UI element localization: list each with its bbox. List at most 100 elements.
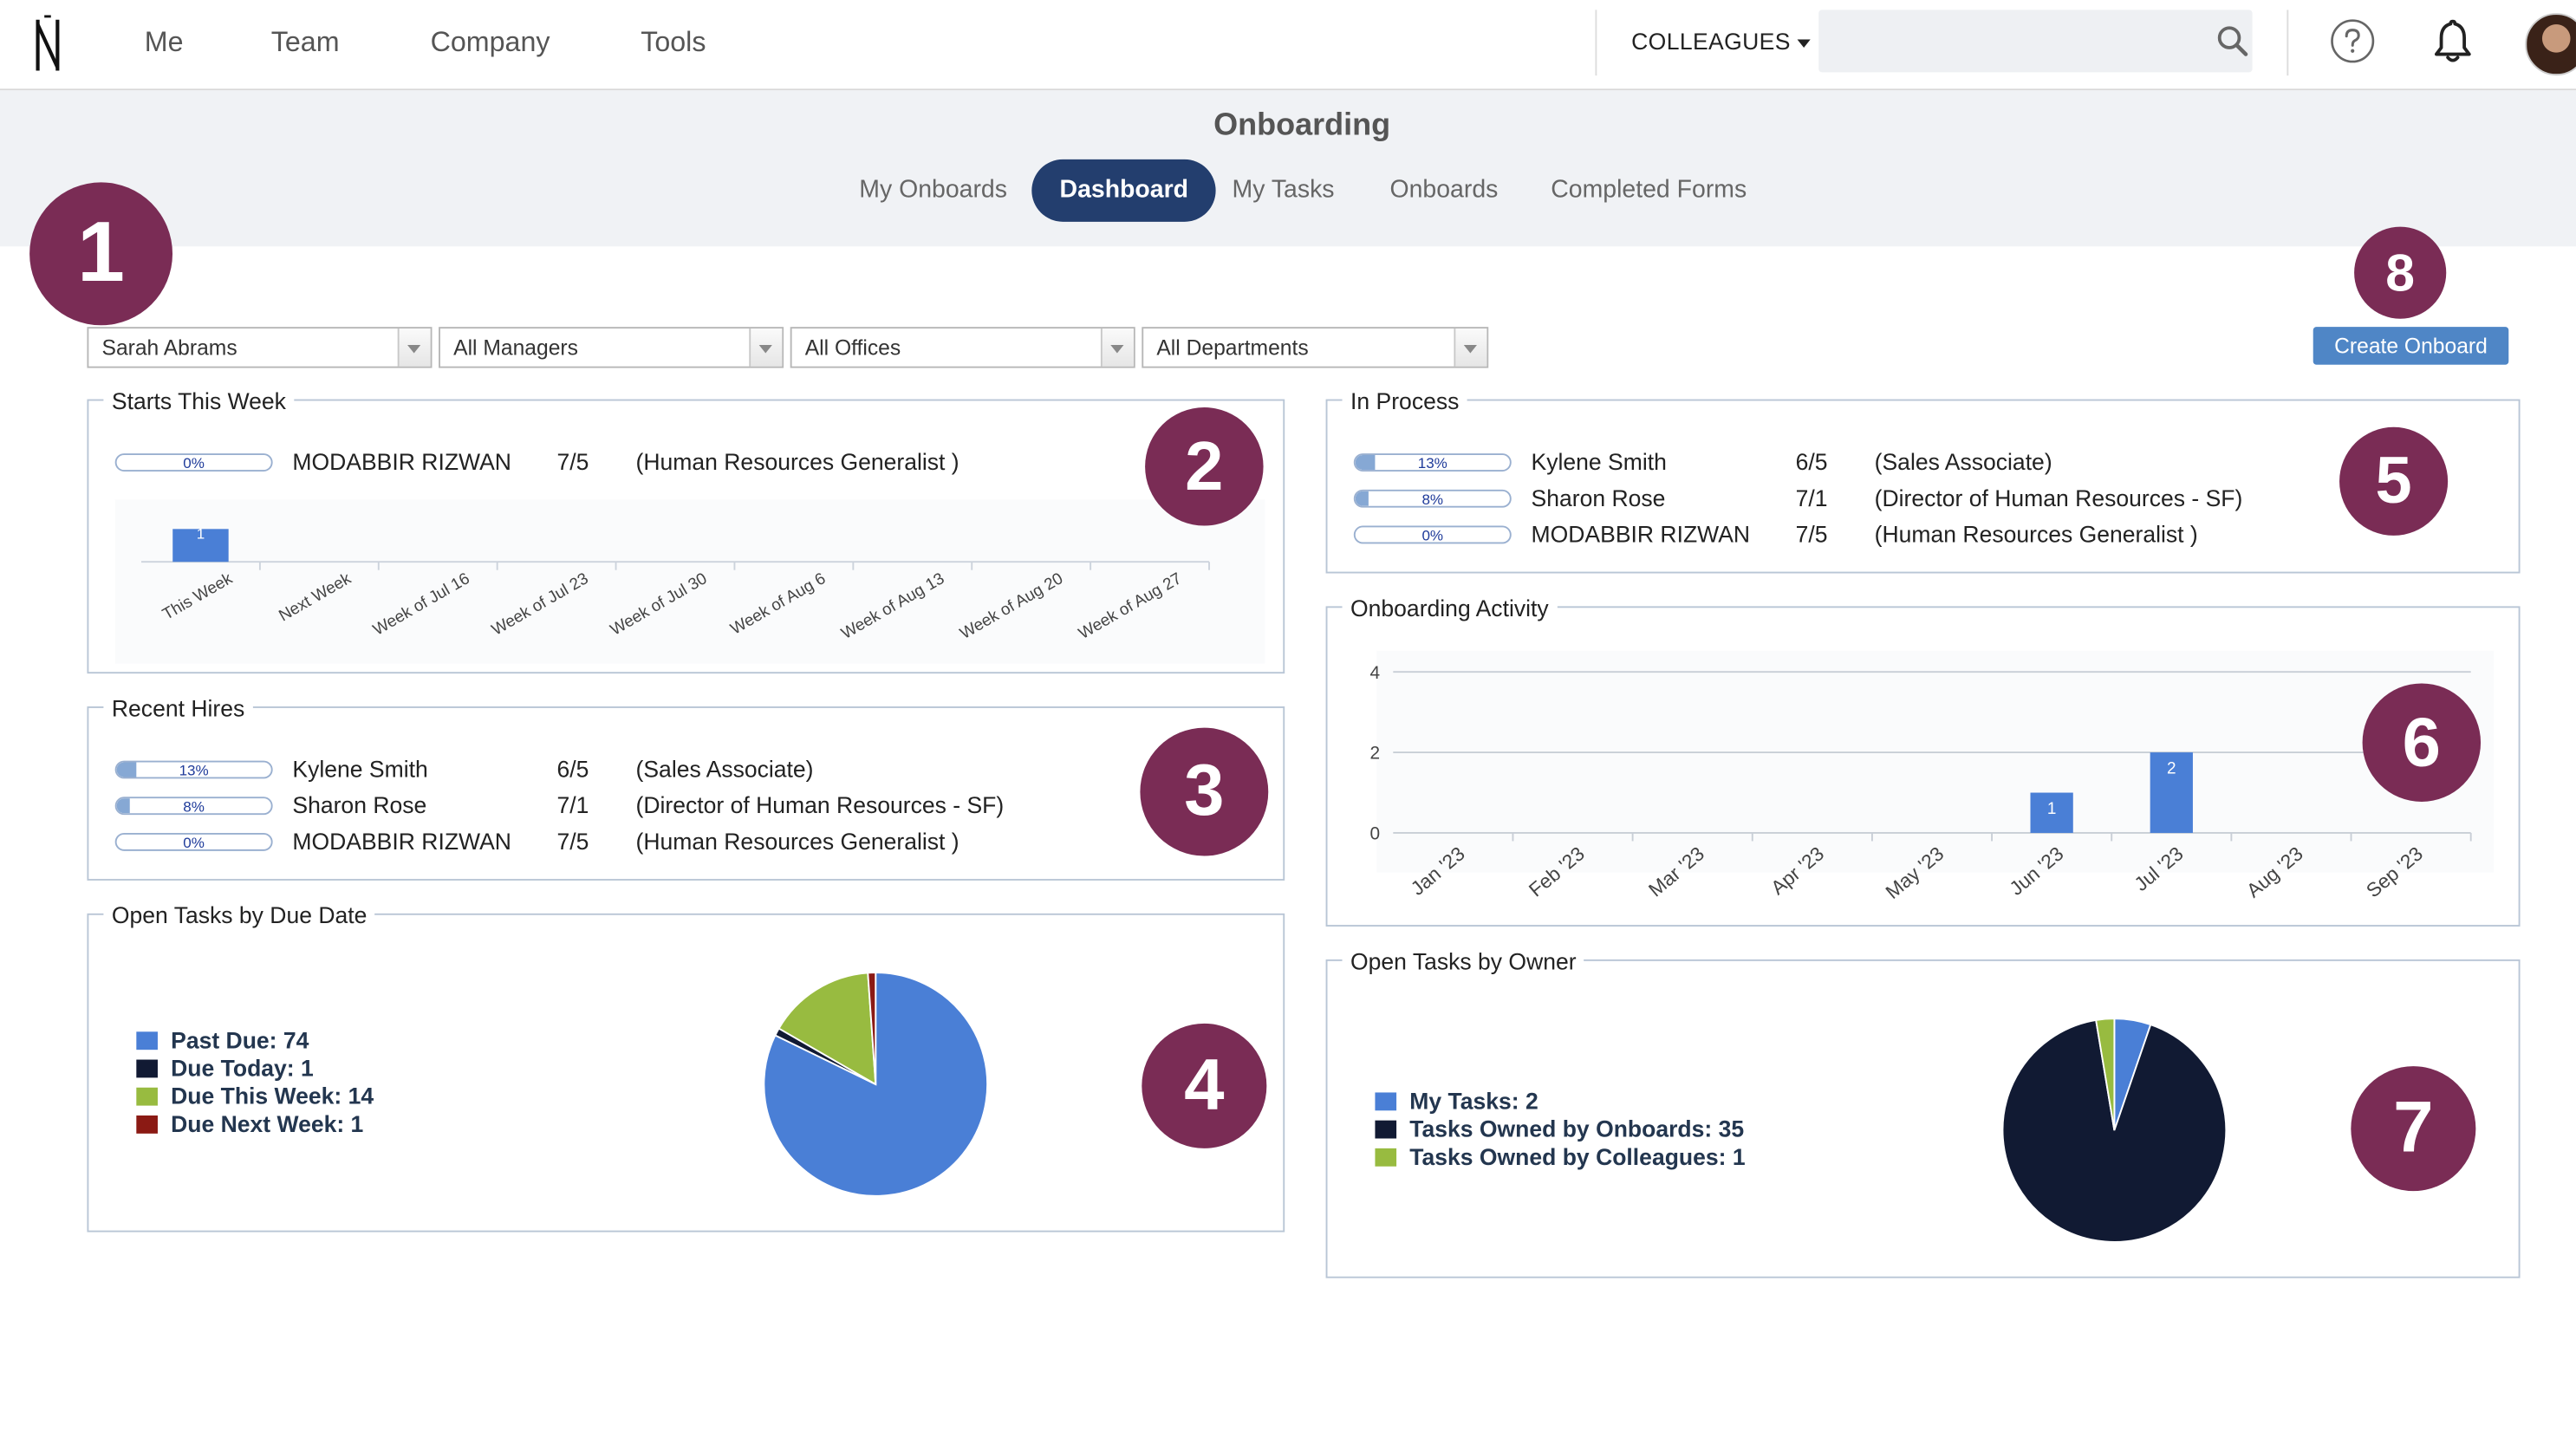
manager-filter-value: All Managers [453,335,578,361]
progress-bar: 0% [114,832,273,851]
legend-label: Tasks Owned by Onboards: 35 [1409,1115,1745,1142]
progress-fill [1355,455,1376,471]
start-date: 7/1 [556,791,589,818]
employee-filter-value: Sarah Abrams [101,335,237,361]
start-date: 6/5 [556,755,589,783]
list-item[interactable]: 8% Sharon Rose 7/1 (Director of Human Resou… [88,789,1239,822]
recent-hires-panel: Recent Hires 13% Kylene Smith 6/5 (Sales As… [87,693,1285,881]
open-tasks-due-panel: Open Tasks by Due Date Past Due: 74 Due T… [87,900,1285,1233]
colleagues-dropdown[interactable]: COLLEAGUES [1631,28,1811,55]
person-name[interactable]: Sharon Rose [292,791,427,818]
progress-bar: 0% [114,453,273,472]
person-name[interactable]: Kylene Smith [292,755,428,783]
header-band [0,90,2576,247]
list-item[interactable]: 0% MODABBIR RIZWAN 7/5 (Human Resources Gen… [88,824,1239,857]
step-badge-7: 7 [2351,1066,2476,1192]
notifications-bell-icon[interactable] [2430,16,2475,66]
progress-bar: 8% [114,797,273,816]
top-navbar: Me Team Company Tools COLLEAGUES [0,0,2576,91]
legend-swatch [136,1115,158,1134]
office-filter-value: All Offices [804,335,901,361]
onboarding-activity-title: Onboarding Activity [1342,593,1558,623]
legend-item: My Tasks: 2 [1375,1088,1538,1116]
open-tasks-owner-panel: Open Tasks by Owner My Tasks: 2 Tasks Own… [1325,946,2521,1278]
pie-slice[interactable] [2001,1018,2228,1243]
office-filter-select[interactable]: All Offices [790,327,1135,368]
job-title: (Human Resources Generalist ) [635,448,959,475]
user-avatar[interactable] [2525,13,2576,76]
pie-slice[interactable] [867,972,877,1085]
nav-company[interactable]: Company [430,26,550,58]
pie-slice[interactable] [2095,1018,2116,1131]
tab-dashboard[interactable]: Dashboard [1031,159,1217,222]
page-title: Onboarding [1213,108,1391,143]
in-process-panel: In Process 13% Kylene Smith 6/5 (Sales Asso… [1325,386,2521,574]
nav-team[interactable]: Team [270,26,340,58]
legend-label: My Tasks: 2 [1409,1087,1538,1115]
nav-me[interactable]: Me [144,26,184,58]
employee-filter-select[interactable]: Sarah Abrams [87,327,433,368]
progress-fill [1355,491,1368,506]
start-date: 7/1 [1795,485,1828,511]
step-badge-4: 4 [1142,1023,1267,1148]
list-item[interactable]: 0% MODABBIR RIZWAN 7/5 (Human Resources Gen… [1327,517,2477,550]
legend-item: Due This Week: 14 [136,1083,374,1110]
progress-percent: 13% [1417,455,1447,472]
y-tick-label: 4 [1370,663,1381,683]
person-name[interactable]: Sharon Rose [1531,485,1666,511]
legend-item: Past Due: 74 [136,1027,309,1055]
progress-bar: 13% [1353,453,1512,472]
person-name[interactable]: MODABBIR RIZWAN [292,828,511,855]
progress-percent: 0% [183,834,205,851]
person-name[interactable]: MODABBIR RIZWAN [1531,520,1751,548]
create-onboard-button[interactable]: Create Onboard [2313,327,2509,365]
nav-tools[interactable]: Tools [641,26,706,58]
bar[interactable] [2150,752,2193,833]
onboarding-activity-panel: Onboarding Activity 0 2 4 Jan '23 Feb '23 Mar… [1325,593,2521,927]
progress-fill [116,762,137,777]
person-name[interactable]: Kylene Smith [1531,448,1667,475]
progress-percent: 0% [183,455,205,472]
help-icon[interactable] [2330,18,2376,64]
step-badge-5: 5 [2339,426,2449,536]
start-date: 7/5 [556,448,589,475]
legend-label: Due Next Week: 1 [171,1110,364,1137]
legend-swatch [1375,1120,1397,1139]
legend-label: Past Due: 74 [171,1026,309,1053]
plot-background [1376,650,2495,873]
starts-this-week-title: Starts This Week [103,386,295,416]
bar[interactable] [2030,792,2073,833]
caret-down-icon [1797,39,1811,48]
progress-fill [116,798,129,814]
in-process-title: In Process [1342,386,1467,416]
app-logo-icon[interactable] [23,11,73,77]
department-filter-select[interactable]: All Departments [1142,327,1489,368]
progress-percent: 8% [1421,491,1444,508]
tab-completed-forms[interactable]: Completed Forms [1551,175,1747,205]
list-item[interactable]: 8% Sharon Rose 7/1 (Director of Human Resou… [1327,481,2477,514]
list-item[interactable]: 13% Kylene Smith 6/5 (Sales Associate) [88,752,1239,785]
plot-background [114,499,1265,664]
y-tick-label: 0 [1370,824,1381,844]
list-item[interactable]: 0% MODABBIR RIZWAN 7/5 (Human Resources Gen… [88,446,1239,478]
list-item[interactable]: 13% Kylene Smith 6/5 (Sales Associate) [1327,446,2477,478]
search-icon[interactable] [2216,24,2249,57]
tab-my-onboards[interactable]: My Onboards [859,175,1007,205]
person-name[interactable]: MODABBIR RIZWAN [292,448,511,475]
pie-slice[interactable] [777,972,877,1086]
job-title: (Director of Human Resources - SF) [635,791,1005,818]
bar[interactable] [172,529,229,563]
job-title: (Sales Associate) [635,755,814,783]
start-date: 7/5 [1795,520,1828,548]
legend-item: Due Today: 1 [136,1055,314,1083]
open-tasks-owner-pie-chart [2001,1018,2228,1243]
bar-data-label: 1 [2047,800,2057,818]
progress-bar: 8% [1353,489,1512,508]
search-input[interactable] [1818,10,2253,73]
manager-filter-select[interactable]: All Managers [439,327,784,368]
tab-my-tasks[interactable]: My Tasks [1232,175,1335,205]
tab-onboards[interactable]: Onboards [1389,175,1499,205]
dropdown-arrow-icon [1100,328,1134,367]
progress-percent: 13% [179,762,209,779]
